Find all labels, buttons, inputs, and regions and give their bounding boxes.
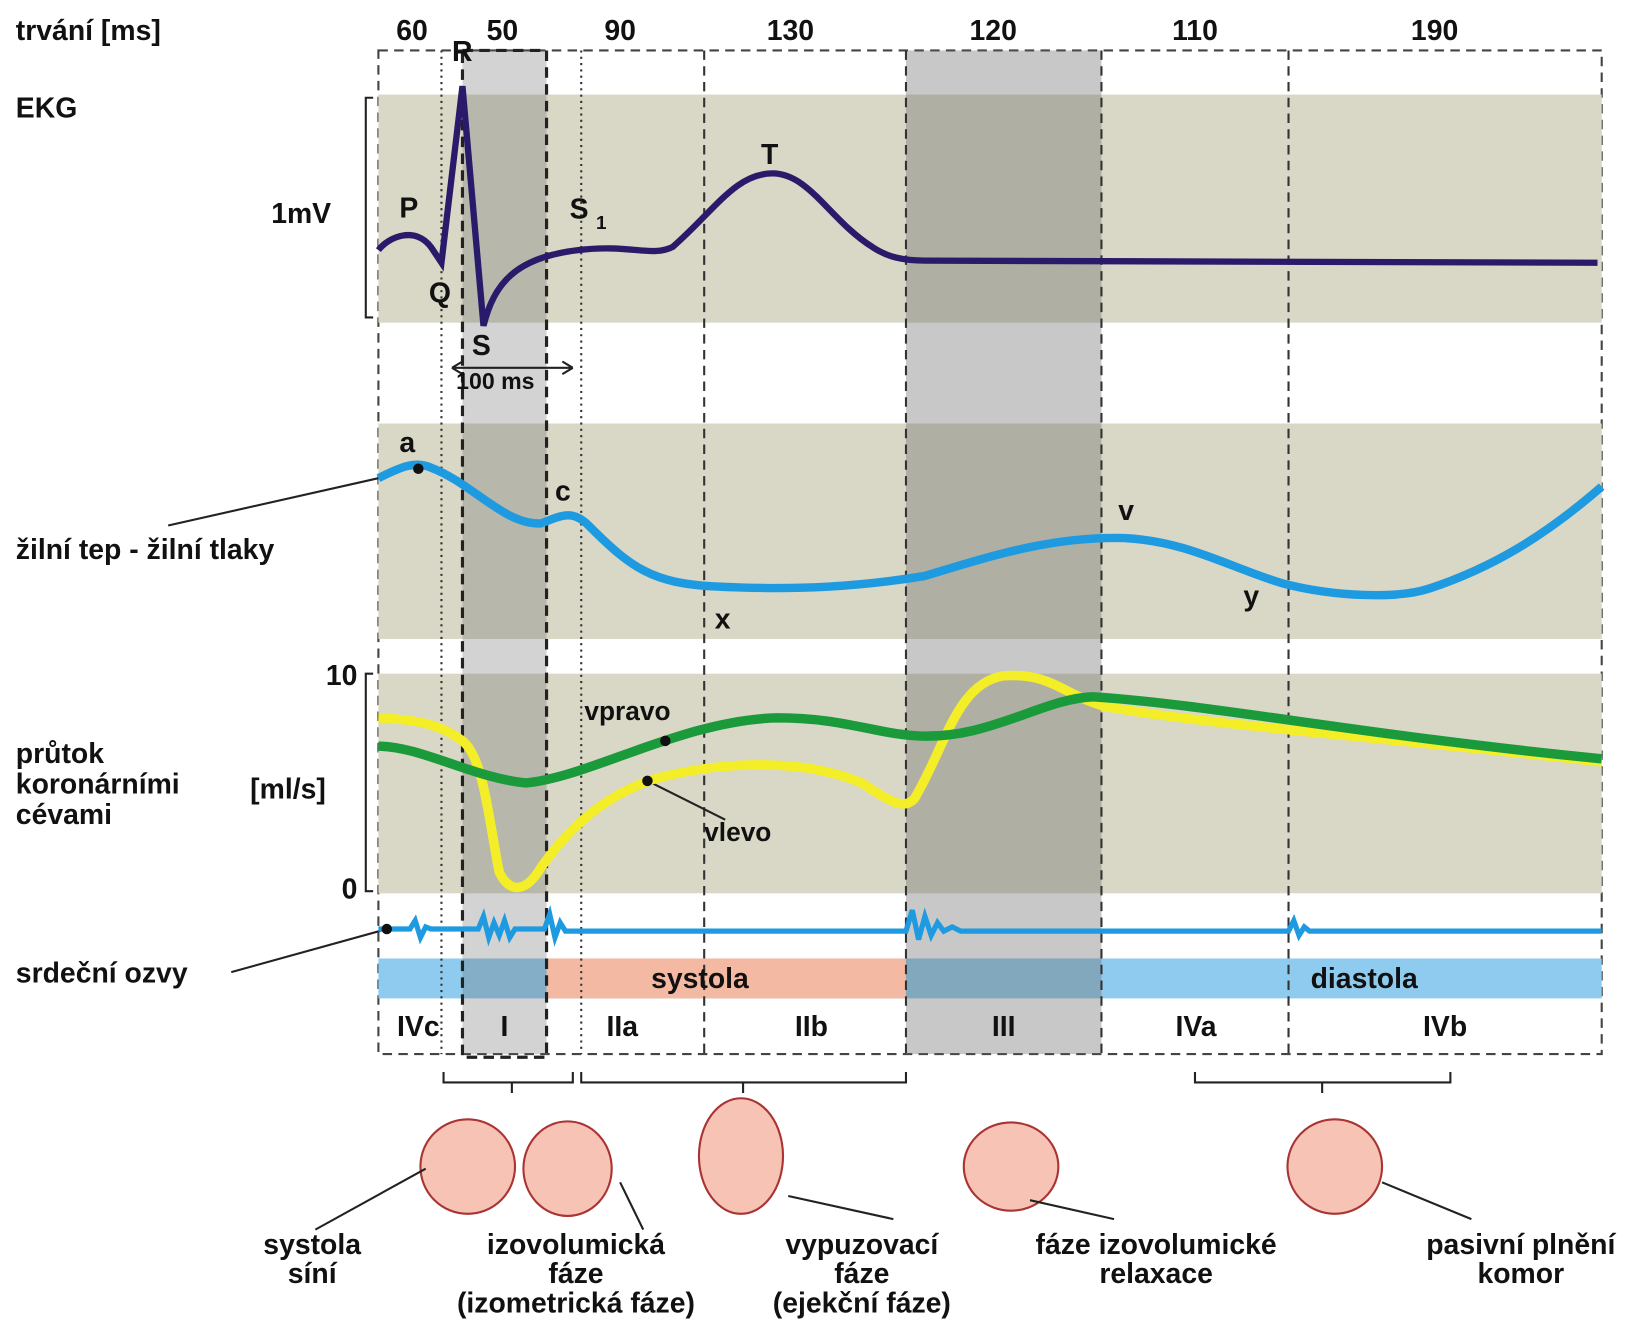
duration: 120	[970, 15, 1017, 47]
venous-point: a	[399, 427, 415, 459]
hearts	[419, 1097, 1384, 1218]
markers	[381, 463, 671, 935]
venous-point: y	[1243, 580, 1259, 612]
sounds-label: srdeční ozvy	[16, 958, 188, 990]
scale-bottom: 0	[342, 874, 358, 906]
caption: fáze izovolumické	[1036, 1229, 1277, 1261]
coronary-unit: [ml/s]	[250, 774, 326, 806]
duration: 110	[1172, 15, 1218, 47]
scale-top: 10	[326, 660, 358, 692]
ekg-label: EKG	[16, 93, 77, 125]
duration: 60	[396, 15, 428, 47]
scales	[167, 96, 1452, 1093]
interval-label: 100 ms	[456, 368, 534, 394]
caption: vypuzovací	[785, 1229, 939, 1261]
phase-label: IIb	[795, 1011, 828, 1043]
phase-label: IVa	[1176, 1011, 1217, 1043]
duration: 90	[604, 15, 636, 47]
wave-label: S	[472, 330, 491, 362]
caption: komor	[1477, 1258, 1564, 1290]
wave-label: T	[761, 139, 779, 171]
venous-label: žilní tep - žilní tlaky	[16, 534, 275, 566]
coronary-label: průtok	[16, 738, 104, 770]
diastole-label: diastola	[1311, 963, 1418, 995]
caption: fáze	[834, 1258, 889, 1290]
left-label: vlevo	[704, 817, 771, 847]
caption: (ejekční fáze)	[773, 1288, 951, 1320]
right-coronary-curve	[378, 692, 1603, 788]
wave-label: P	[399, 193, 418, 225]
caption: izovolumická	[487, 1229, 665, 1261]
venous-point: x	[715, 603, 731, 635]
caption-pointers	[314, 1167, 1472, 1231]
systole-label: systola	[651, 963, 749, 995]
s1-subscript: 1	[596, 213, 607, 234]
duration: 130	[767, 15, 814, 47]
phase-label: IVc	[397, 1011, 440, 1043]
caption: relaxace	[1099, 1258, 1213, 1290]
duration-label: trvání [ms]	[16, 15, 161, 47]
duration: 50	[487, 15, 519, 47]
caption: fáze	[548, 1258, 603, 1290]
heart-sounds-curve	[378, 904, 1602, 947]
background	[377, 48, 1603, 1059]
venous-point: v	[1118, 495, 1134, 527]
ekg-curve	[375, 85, 1598, 327]
left-coronary-curve	[378, 670, 1603, 893]
phase-label: IVb	[1423, 1011, 1467, 1043]
right-label: vpravo	[584, 696, 670, 726]
caption: pasivní plnění	[1426, 1229, 1616, 1261]
phase-label: I	[501, 1011, 509, 1043]
labels: trvání [ms] EKG 1mV P Q R S T S 1 100 ms…	[16, 15, 1617, 1320]
duration: 190	[1411, 15, 1458, 47]
phase-label: IIa	[606, 1011, 638, 1043]
caption: systola	[263, 1229, 361, 1261]
ekg-scale: 1mV	[271, 198, 331, 230]
venous-curve	[376, 460, 1605, 600]
s1-label: S	[570, 194, 589, 226]
venous-point: c	[555, 475, 571, 507]
caption: (izometrická fáze)	[457, 1288, 695, 1320]
caption: síní	[288, 1258, 338, 1290]
coronary-label: cévami	[16, 799, 112, 831]
phase-label: III	[992, 1011, 1016, 1043]
wave-label: R	[452, 36, 472, 68]
coronary-label: koronárními	[16, 768, 180, 800]
wave-label: Q	[429, 278, 451, 310]
